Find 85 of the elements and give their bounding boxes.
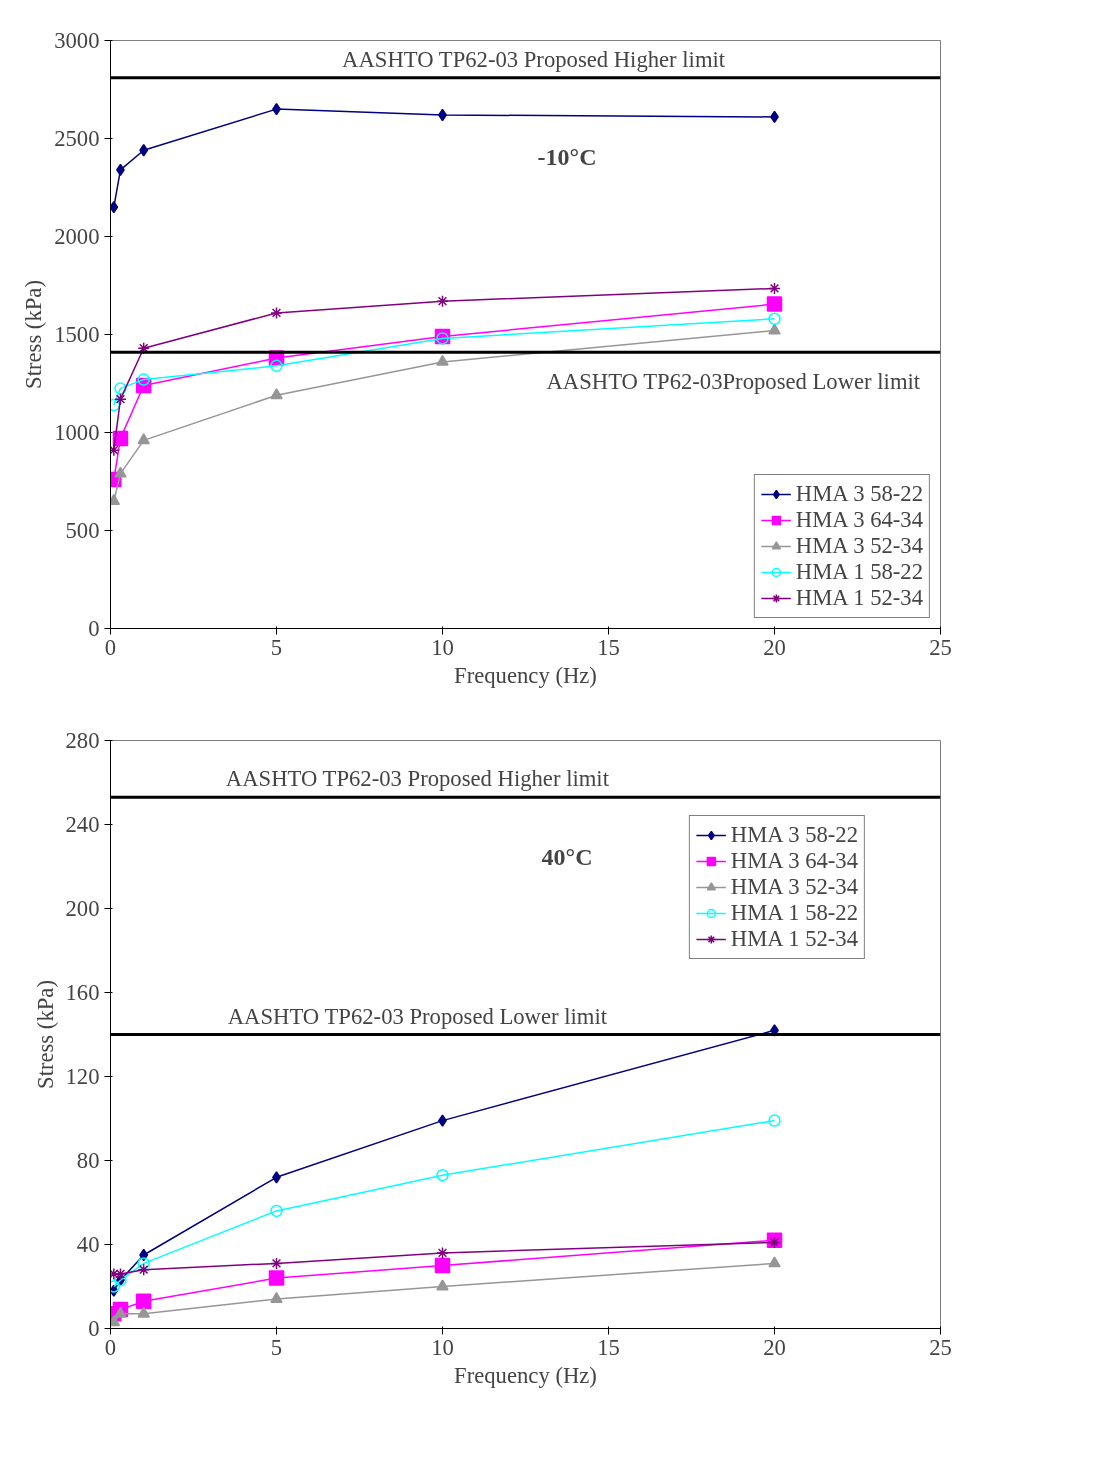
x-tick-label: 25 <box>929 1334 952 1360</box>
point <box>110 494 121 506</box>
y-tick-label: 500 <box>65 518 100 543</box>
x-tick-label: 5 <box>270 1334 283 1360</box>
point <box>436 294 449 308</box>
y-tick-label: 200 <box>65 896 100 921</box>
x-tick-label: 0 <box>104 634 117 660</box>
point <box>110 1315 121 1327</box>
point <box>110 443 121 457</box>
ref-line-label: AASHTO TP62-03 Proposed Higher limit <box>342 46 726 72</box>
y-tick-label: 2500 <box>54 126 100 151</box>
point <box>768 1114 781 1127</box>
legend-label: HMA 1 58-22 <box>730 900 858 926</box>
legend-label: HMA 3 52-34 <box>795 533 923 559</box>
point <box>114 392 127 406</box>
legend-label: HMA 1 52-34 <box>795 585 923 611</box>
ref-line-label: AASHTO TP62-03 Proposed Higher limit <box>225 766 610 792</box>
y-tick-label: 120 <box>65 1064 100 1089</box>
point <box>137 1263 150 1276</box>
ref-line-label: AASHTO TP62-03 Proposed Lower limit <box>227 1003 608 1029</box>
point <box>434 1257 451 1274</box>
point <box>436 332 449 345</box>
point <box>114 1306 127 1318</box>
y-axis-title: Stress (kPa) <box>32 980 58 1089</box>
ref-line-label: AASHTO TP62-03Proposed Lower limit <box>546 369 921 395</box>
point <box>768 323 781 335</box>
y-tick-label: 0 <box>88 616 100 641</box>
legend-label: HMA 3 64-34 <box>730 848 858 874</box>
point <box>114 466 127 478</box>
annotation: -10°C <box>537 143 597 170</box>
point <box>114 382 127 395</box>
point <box>436 354 449 366</box>
legend-label: HMA 3 52-34 <box>730 874 858 900</box>
x-tick-label: 0 <box>104 1334 117 1360</box>
point <box>135 1293 152 1309</box>
point <box>137 1257 150 1270</box>
y-tick-label: 1000 <box>54 420 100 445</box>
point <box>436 1246 449 1260</box>
point <box>270 1257 283 1270</box>
point <box>766 296 783 312</box>
point <box>110 1280 121 1293</box>
point <box>137 373 150 386</box>
point <box>268 1270 285 1286</box>
point <box>768 1236 781 1249</box>
point <box>114 1267 127 1281</box>
x-tick-label: 10 <box>431 1334 454 1360</box>
point <box>768 282 781 295</box>
point <box>270 359 283 373</box>
y-tick-label: 280 <box>65 728 100 753</box>
point <box>139 144 149 157</box>
x-tick-label: 20 <box>763 1334 786 1360</box>
x-tick-label: 5 <box>270 634 283 660</box>
x-tick-label: 15 <box>597 1334 620 1360</box>
point <box>768 1256 781 1268</box>
point <box>436 1168 449 1182</box>
point <box>137 1306 150 1318</box>
x-tick-label: 15 <box>597 634 620 660</box>
point <box>270 1204 283 1218</box>
y-tick-label: 240 <box>65 812 100 837</box>
legend-label: HMA 3 58-22 <box>795 481 923 507</box>
point <box>436 1279 449 1291</box>
point <box>270 1292 283 1304</box>
legend-label: HMA 1 52-34 <box>730 926 858 952</box>
y-tick-label: 40 <box>76 1232 100 1257</box>
point <box>137 433 150 445</box>
x-tick-label: 20 <box>763 634 786 660</box>
x-axis-title: Frequency (Hz) <box>454 1362 597 1388</box>
legend-label: HMA 1 58-22 <box>795 559 923 585</box>
annotation: 40°C <box>541 843 593 870</box>
point <box>270 306 283 320</box>
y-axis-title: Stress (kPa) <box>21 280 47 389</box>
y-tick-label: 1500 <box>54 322 100 347</box>
y-tick-label: 80 <box>76 1148 100 1173</box>
point <box>270 388 283 400</box>
y-tick-label: 0 <box>88 1316 100 1341</box>
point <box>110 398 121 412</box>
y-tick-label: 2000 <box>54 224 100 249</box>
point <box>768 312 781 326</box>
y-tick-label: 160 <box>65 980 100 1005</box>
y-tick-label: 3000 <box>54 28 100 53</box>
x-tick-label: 10 <box>431 634 454 660</box>
legend-label: HMA 3 64-34 <box>795 507 923 533</box>
x-axis-title: Frequency (Hz) <box>454 662 597 688</box>
legend-label: HMA 3 58-22 <box>730 822 858 848</box>
x-tick-label: 25 <box>929 634 952 660</box>
